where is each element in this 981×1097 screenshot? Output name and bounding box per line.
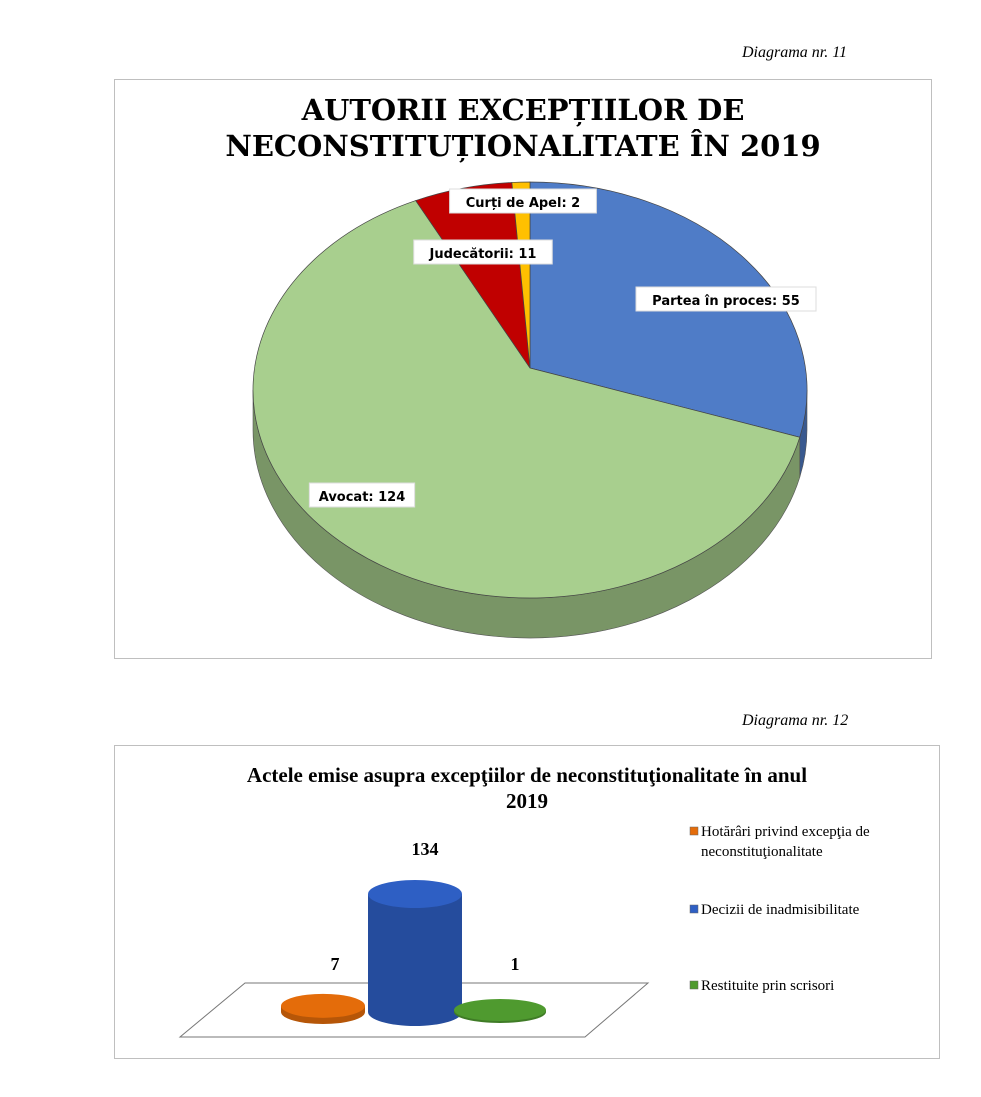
pie-data-label: Avocat: 124 [319,490,406,505]
pie-data-label: Partea în proces: 55 [652,294,800,309]
pie-title: AUTORII EXCEPȚIILOR DE [301,93,745,127]
bar-cylinder-top [368,880,462,908]
bar-cylinder-body [368,894,462,1026]
legend-label: Restituite prin scrisori [701,978,834,994]
pie-data-label: Judecătorii: 11 [429,247,537,262]
pie-data-label-box [413,239,553,265]
bar-title: Actele emise asupra excepţiilor de necon… [247,763,807,787]
legend-label: Decizii de inadmisibilitate [701,902,860,918]
pie-data-label-box [635,286,817,312]
bar-data-label: 1 [511,954,520,974]
pie-data-label-box [308,482,416,508]
caption-diagram-12: Diagrama nr. 12 [742,712,849,729]
bar-cylinder-top [281,993,365,1018]
pie-title: NECONSTITUȚIONALITATE ÎN 2019 [225,128,820,163]
legend-label: Hotărâri privind excepţia de [701,824,870,840]
legend-swatch [689,826,699,836]
legend-label: neconstituţionalitate [701,844,823,860]
bar-data-label: 7 [331,954,340,974]
pie-data-label: Curți de Apel: 2 [466,196,580,211]
legend-swatch [689,904,699,914]
bar-cylinder-top [454,999,546,1021]
pie-data-label-box [449,188,597,214]
bar-title: 2019 [506,789,548,813]
caption-diagram-11: Diagrama nr. 11 [742,44,848,61]
legend-swatch [689,980,699,990]
bar-data-label: 134 [412,839,439,859]
pie-slice [511,181,531,369]
